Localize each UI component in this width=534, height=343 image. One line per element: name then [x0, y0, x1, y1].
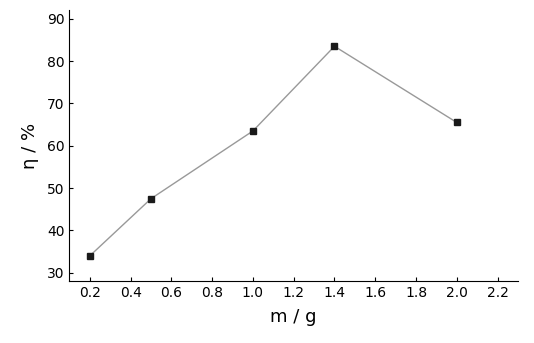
X-axis label: m / g: m / g [270, 308, 317, 327]
Y-axis label: η / %: η / % [21, 123, 38, 169]
